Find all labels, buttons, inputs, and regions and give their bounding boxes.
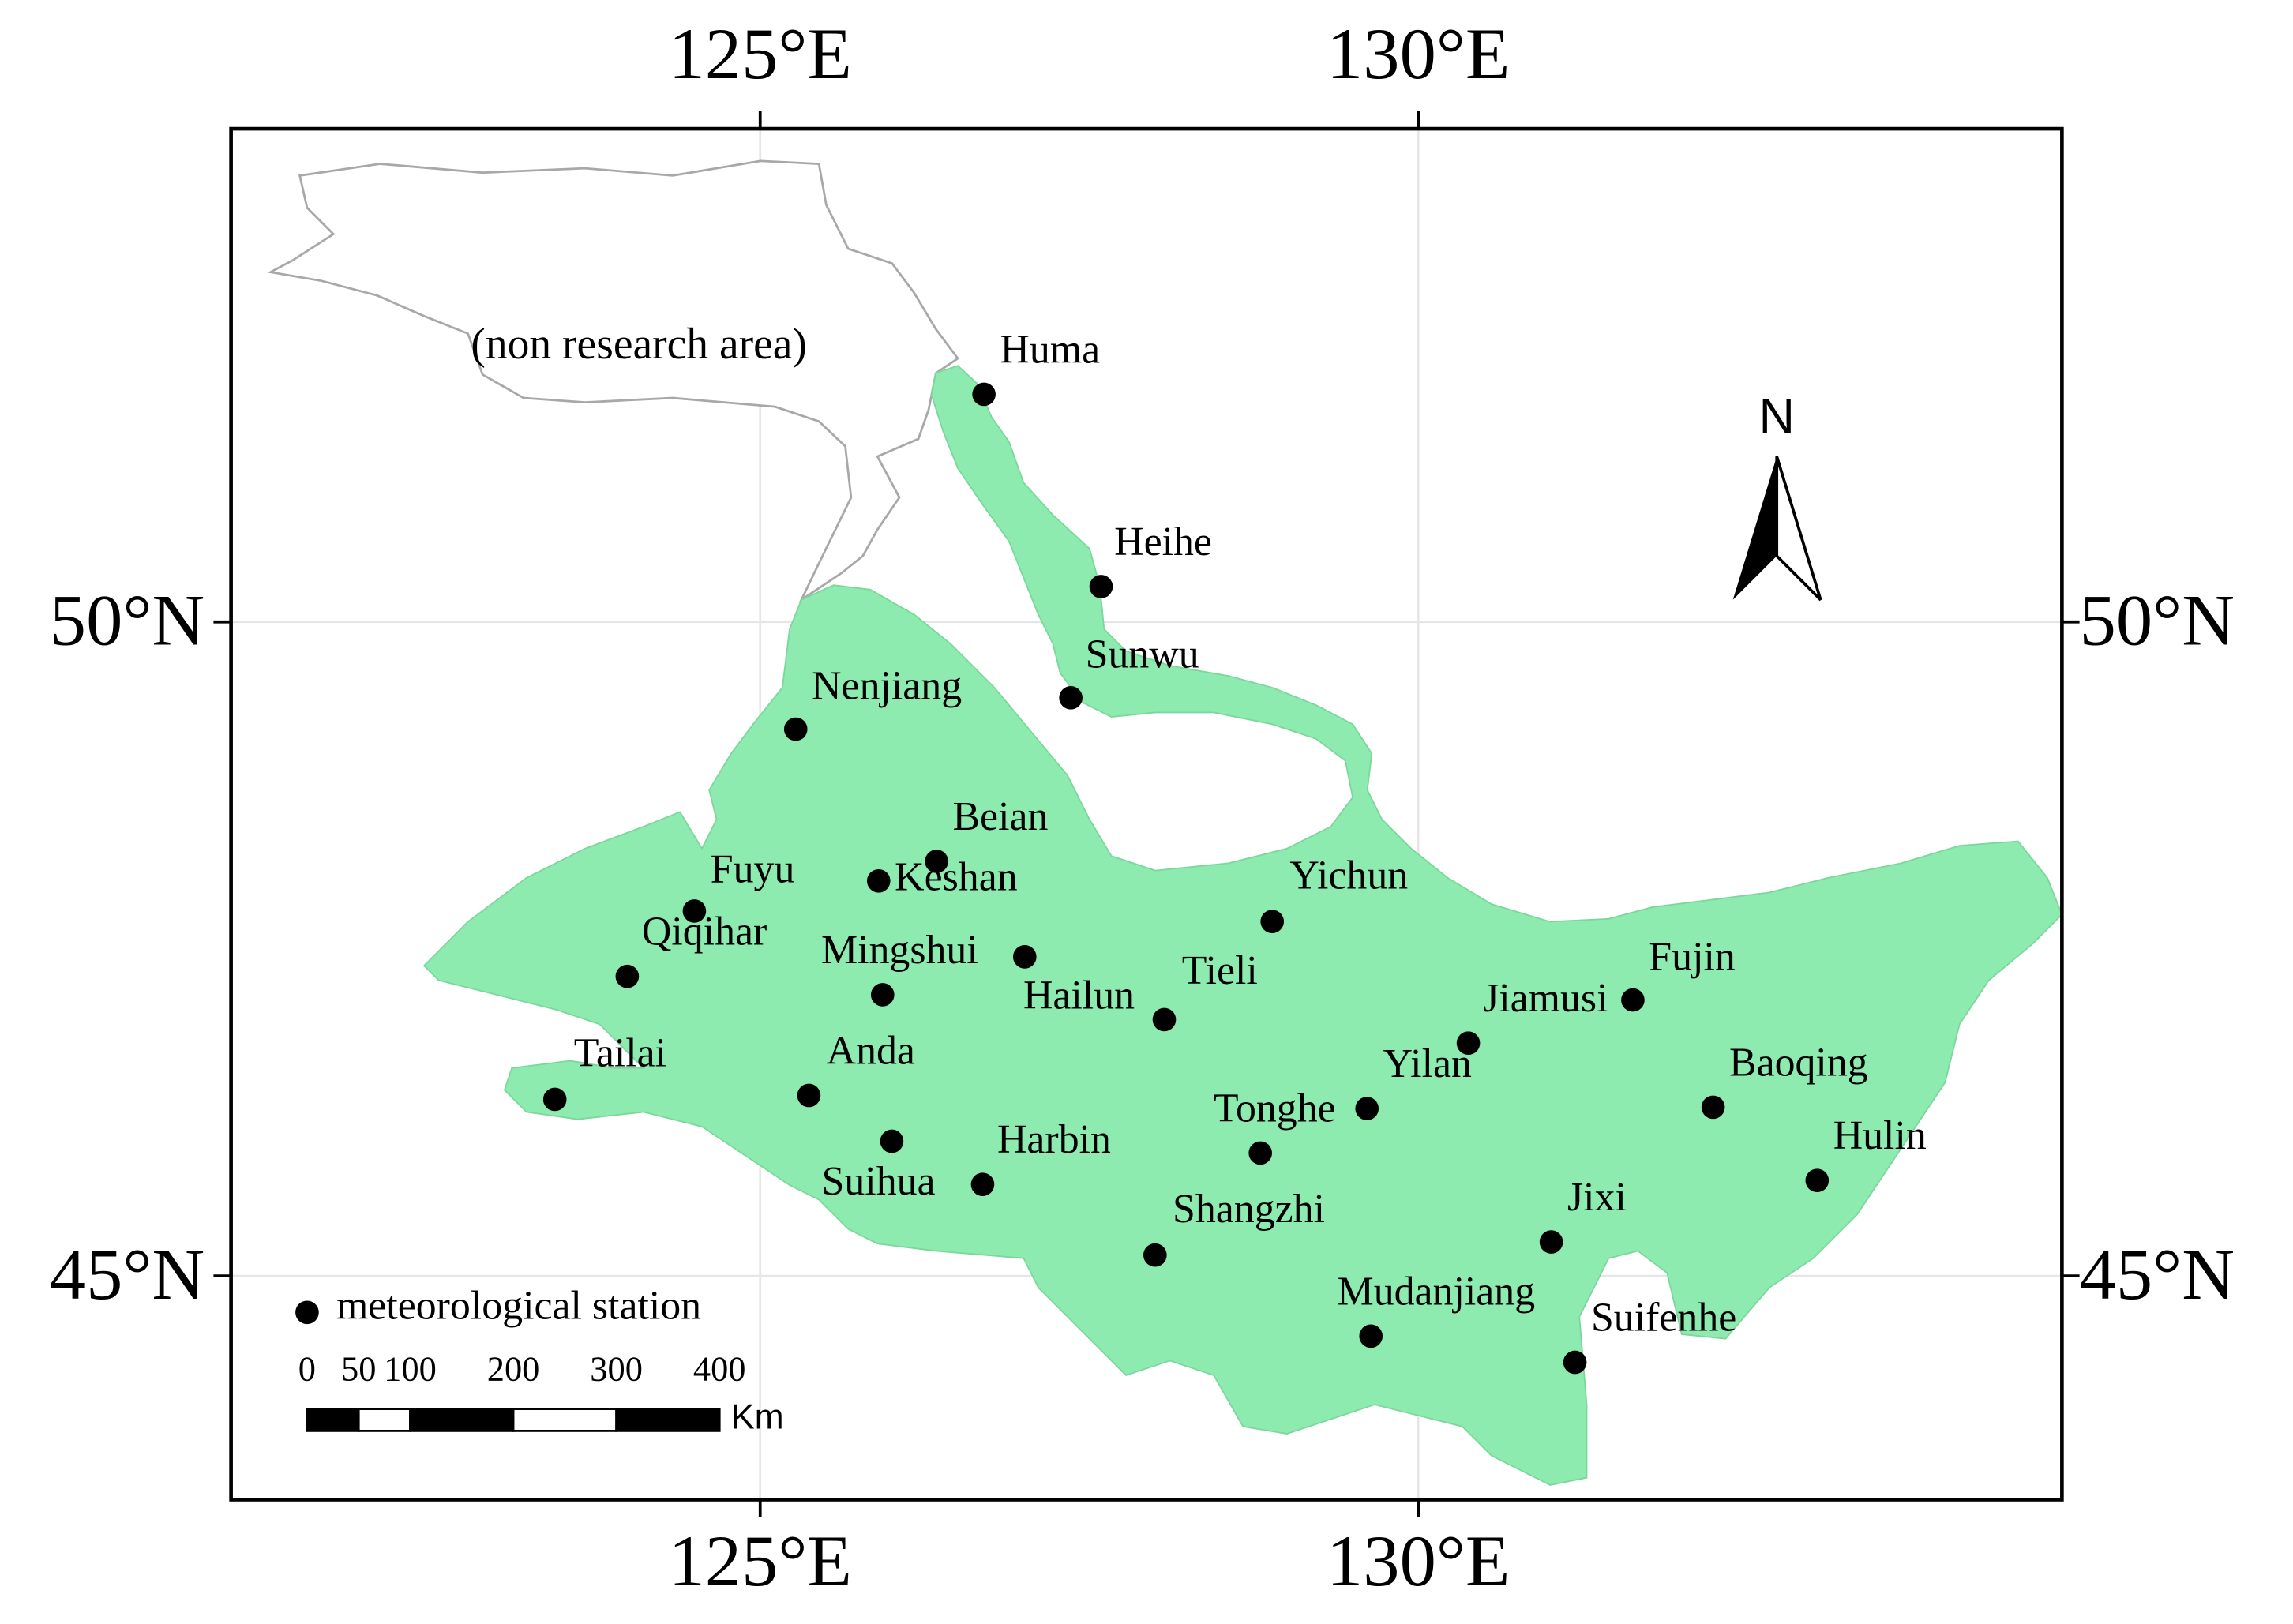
lon-tick-label: 125°E	[669, 13, 852, 95]
station-marker	[783, 717, 808, 741]
station-label: Baoqing	[1729, 1040, 1868, 1085]
station-marker	[1248, 1141, 1273, 1165]
station-marker	[880, 1129, 904, 1153]
scale-tick-label: 300	[590, 1348, 643, 1388]
station-marker	[972, 382, 996, 407]
station-label: Nenjiang	[812, 663, 962, 708]
station-marker	[1701, 1095, 1725, 1120]
research-area	[422, 365, 2063, 1486]
station-label: Yilan	[1383, 1041, 1472, 1086]
station-label: Hulin	[1833, 1113, 1927, 1158]
lat-tick-label: 50°N	[2080, 579, 2235, 661]
station-label: Jiamusi	[1483, 976, 1608, 1021]
scale-tick-label: 0	[298, 1348, 316, 1388]
station-label: Tieli	[1182, 948, 1258, 993]
station-label: Mudanjiang	[1338, 1269, 1536, 1314]
scale-tick-label: 50	[341, 1348, 376, 1388]
station-label: Anda	[827, 1029, 915, 1074]
station-marker	[1539, 1230, 1563, 1254]
station-label: Yichun	[1289, 853, 1408, 898]
station-label: Suihua	[822, 1159, 936, 1204]
station-marker	[1089, 575, 1113, 598]
station-label: Shangzhi	[1173, 1187, 1325, 1232]
station-marker	[542, 1087, 567, 1112]
station-label: Keshan	[895, 855, 1018, 900]
station-marker	[1355, 1097, 1379, 1120]
station-marker	[1012, 945, 1037, 969]
station-marker	[970, 1172, 995, 1197]
station-marker	[682, 899, 707, 923]
scale-segment	[409, 1408, 515, 1432]
legend-symbol	[295, 1300, 319, 1325]
scale-unit: Km	[731, 1397, 784, 1436]
station-marker	[1143, 1243, 1167, 1267]
station-label: Huma	[1000, 327, 1101, 372]
map-frame	[229, 126, 2064, 1502]
north-arrow-right	[1775, 456, 1822, 602]
scale-segment	[615, 1408, 721, 1432]
stations: Huma Heihe Sunwu Nenjiang Beian Keshan Fuyu Qiq…	[542, 327, 1927, 1375]
station-marker	[1456, 1031, 1481, 1056]
station-label: Fujin	[1649, 934, 1736, 979]
non-research-area	[267, 159, 960, 603]
station-marker	[1260, 910, 1285, 933]
scale-bar: 0 50 100 200 300 400 Km	[298, 1348, 784, 1436]
north-label: N	[1758, 388, 1794, 444]
station-label: Harbin	[997, 1117, 1111, 1162]
lon-tick-label: 130°E	[1327, 13, 1510, 95]
station-label: Sunwu	[1086, 632, 1199, 677]
station-marker	[1359, 1324, 1383, 1348]
scale-tick-label: 100	[384, 1348, 437, 1388]
scale-tick-label: 400	[693, 1348, 746, 1388]
station-label: Hailun	[1023, 973, 1135, 1018]
lat-tick-label: 45°N	[50, 1234, 205, 1315]
station-marker	[1621, 988, 1645, 1012]
station-marker	[1805, 1168, 1830, 1193]
area-label: (non research area)	[471, 320, 807, 369]
station-label: Tailai	[574, 1031, 666, 1076]
station-marker	[797, 1083, 821, 1108]
station-marker	[615, 964, 640, 988]
station-label: Qiqihar	[642, 910, 767, 955]
station-marker	[1563, 1350, 1587, 1375]
scale-segment	[512, 1408, 618, 1432]
scale-segment	[357, 1408, 411, 1432]
lon-tick-label: 130°E	[1327, 1521, 1510, 1602]
lat-tick-label: 50°N	[50, 579, 205, 661]
scale-tick-label: 200	[487, 1348, 540, 1388]
scale-segment	[306, 1408, 360, 1432]
station-marker	[870, 983, 895, 1007]
station-marker	[866, 868, 891, 893]
station-marker	[1059, 685, 1083, 710]
legend-label: meteorological station	[336, 1283, 701, 1328]
station-marker	[925, 850, 948, 873]
station-label: Suifenhe	[1591, 1296, 1736, 1341]
station-label: Heihe	[1114, 519, 1212, 564]
lon-tick-label: 125°E	[669, 1521, 852, 1602]
lat-tick-label: 45°N	[2080, 1234, 2235, 1315]
station-label: Beian	[952, 794, 1048, 839]
station-label: Mingshui	[821, 928, 978, 973]
station-label: Fuyu	[711, 847, 795, 892]
station-label: Tonghe	[1214, 1086, 1336, 1131]
station-label: Jixi	[1567, 1175, 1627, 1220]
station-marker	[1152, 1007, 1177, 1032]
